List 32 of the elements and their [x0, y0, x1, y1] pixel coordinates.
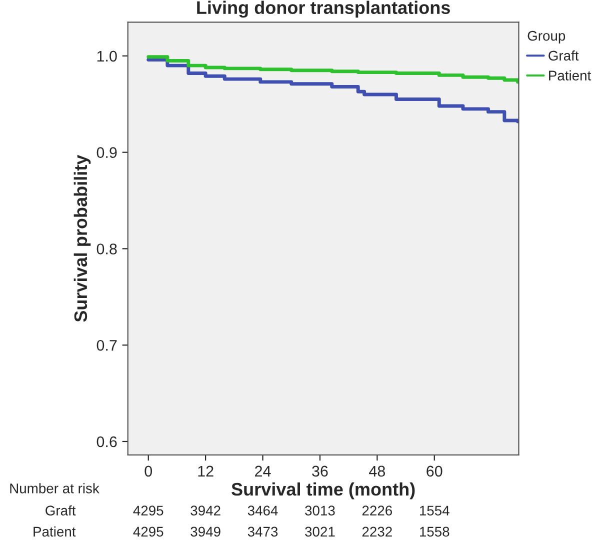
legend-title: Group — [528, 30, 566, 44]
x-tick-label: 12 — [198, 466, 214, 476]
chart-title: Living donor transplantations — [197, 0, 450, 18]
y-tick-label: 1.0 — [97, 50, 117, 62]
x-tick-label: 60 — [426, 466, 442, 477]
x-tick-label: 0 — [144, 466, 152, 477]
x-tick-label: 36 — [312, 466, 328, 477]
y-tick-label: 0.6 — [96, 436, 117, 448]
text: 2226 — [362, 506, 392, 516]
text: Patient — [34, 526, 76, 537]
text: 4295 — [133, 526, 164, 537]
text: Number at risk — [10, 483, 100, 494]
text: 3464 — [248, 506, 278, 516]
text: 3949 — [190, 526, 220, 537]
legend-label: Patient — [549, 70, 592, 80]
y-tick-label: 0.7 — [96, 340, 117, 351]
text: 3021 — [305, 526, 335, 537]
y-tick-label: 0.9 — [96, 147, 117, 158]
x-tick-label: 48 — [369, 466, 385, 477]
text: 4295 — [133, 506, 164, 516]
text: 3473 — [248, 526, 278, 537]
x-tick-label: 24 — [255, 466, 271, 476]
text: 1558 — [420, 526, 450, 537]
text: 3013 — [305, 506, 335, 516]
text: 3942 — [190, 506, 220, 516]
text: Graft — [46, 505, 76, 516]
x-axis-title: Survival time (month) — [232, 482, 415, 500]
y-tick-label: 0.8 — [96, 244, 117, 254]
legend-label: Graft — [548, 50, 579, 61]
text: 1554 — [420, 506, 450, 516]
text: 2232 — [362, 526, 392, 537]
y-axis-title: Survival probability — [74, 154, 91, 322]
